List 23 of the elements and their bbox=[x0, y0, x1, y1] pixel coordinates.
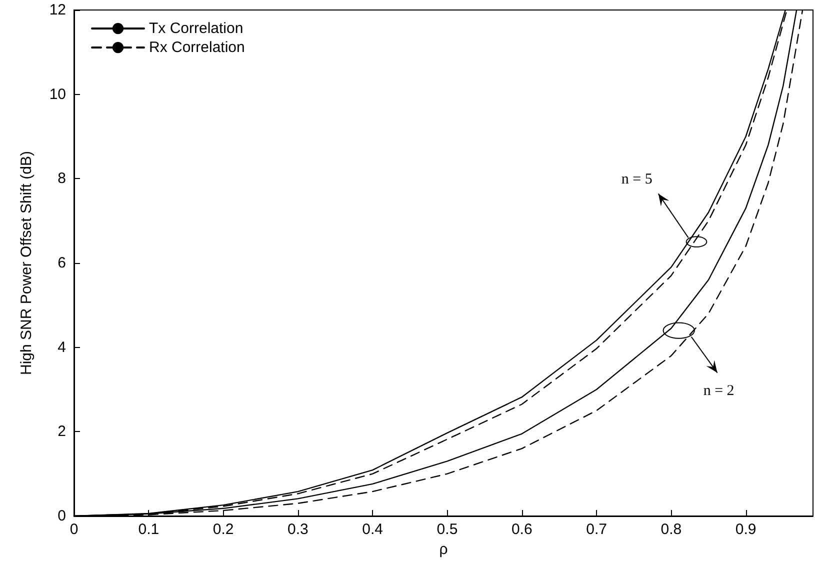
annotation: n = 2 bbox=[703, 382, 734, 399]
x-tick-label: 0.4 bbox=[362, 521, 384, 538]
y-tick-label: 6 bbox=[58, 254, 66, 272]
y-tick-label: 4 bbox=[58, 338, 66, 356]
x-tick-label: 0.5 bbox=[436, 521, 458, 538]
x-tick-label: 0.7 bbox=[586, 521, 607, 538]
legend-label: Tx Correlation bbox=[149, 20, 244, 37]
x-tick-label: 0.3 bbox=[288, 521, 308, 538]
y-axis-title: High SNR Power Offset Shift (dB) bbox=[18, 151, 35, 375]
x-tick-label: 0.1 bbox=[138, 521, 160, 538]
x-tick-label: 0.8 bbox=[660, 521, 682, 538]
y-tick-label: 8 bbox=[58, 170, 66, 188]
x-axis-title: ρ bbox=[439, 540, 448, 558]
x-tick-label: 0.6 bbox=[511, 521, 532, 538]
legend-label: Rx Correlation bbox=[149, 39, 245, 56]
x-tick-label: 0 bbox=[70, 521, 78, 538]
y-tick-label: 2 bbox=[58, 423, 66, 440]
y-tick-label: 12 bbox=[49, 2, 66, 18]
x-tick-label: 0.9 bbox=[735, 521, 756, 538]
annotation: n = 5 bbox=[621, 172, 652, 188]
y-tick-label: 10 bbox=[49, 86, 66, 103]
x-tick-label: 0.2 bbox=[212, 521, 234, 538]
y-tick-label: 0 bbox=[58, 508, 66, 524]
